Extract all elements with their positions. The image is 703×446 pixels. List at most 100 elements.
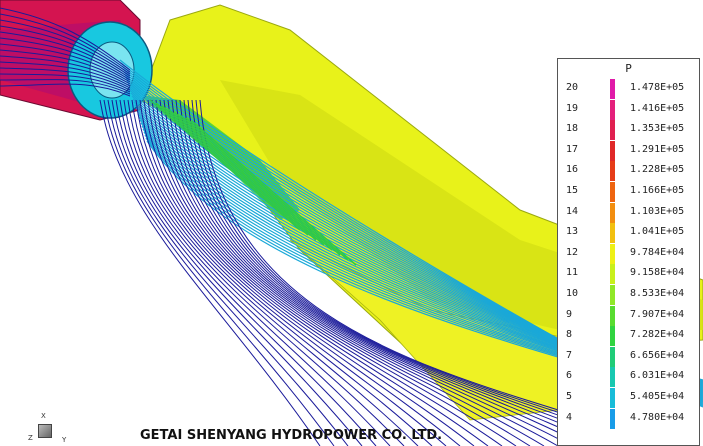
legend-row: 4 4.780E+04 <box>558 408 699 429</box>
streamline <box>0 19 131 75</box>
legend-value: 1.291E+05 <box>630 143 685 155</box>
legend-value: 7.907E+04 <box>630 308 685 320</box>
streamline <box>131 99 433 446</box>
streamlines <box>0 7 703 446</box>
axis-x-label: X <box>41 412 46 420</box>
streamline <box>0 43 131 83</box>
legend-swatch <box>610 120 615 141</box>
legend-swatch <box>610 140 615 161</box>
streamline <box>127 83 703 389</box>
pressure-legend: P 20 1.478E+05 19 1.416E+05 18 1.353E+05 17 1.2… <box>557 58 700 446</box>
legend-swatch <box>610 285 615 305</box>
streamline <box>0 25 131 77</box>
streamline <box>149 99 301 231</box>
legend-value: 6.656E+04 <box>630 349 685 361</box>
streamline <box>175 99 587 446</box>
streamline <box>191 120 357 266</box>
streamline <box>147 99 489 446</box>
legend-value: 8.533E+04 <box>630 288 685 299</box>
axis-cube-icon <box>38 424 52 438</box>
streamline <box>111 99 363 446</box>
streamline <box>173 111 333 251</box>
legend-row: 10 8.533E+04 <box>558 285 699 305</box>
streamline <box>132 98 703 394</box>
legend-swatch <box>610 367 615 388</box>
legend-index: 10 <box>566 288 579 299</box>
legend-value: 9.784E+04 <box>630 246 685 258</box>
legend-index: 13 <box>566 226 579 238</box>
streamline <box>0 83 131 97</box>
streamline <box>133 101 703 395</box>
legend-row: 14 1.103E+05 <box>558 202 699 223</box>
legend-value: 1.228E+05 <box>630 164 685 176</box>
legend-index: 15 <box>566 185 579 196</box>
legend-swatch <box>610 161 615 182</box>
legend-value: 6.031E+04 <box>630 370 685 382</box>
legend-swatch <box>610 223 615 244</box>
legend-value: 1.478E+05 <box>630 82 685 93</box>
legend-value: 1.103E+05 <box>630 205 685 217</box>
streamline <box>130 92 703 392</box>
legend-row: 13 1.041E+05 <box>558 223 699 244</box>
streamline <box>167 108 325 246</box>
legend-value: 1.041E+05 <box>630 226 685 238</box>
legend-value: 4.780E+04 <box>630 411 685 423</box>
legend-index: 11 <box>566 267 579 279</box>
streamline <box>171 99 573 446</box>
streamline <box>0 67 131 91</box>
streamline <box>179 114 341 256</box>
axis-triad: X Z Y <box>28 412 68 446</box>
streamline <box>139 99 461 446</box>
streamline <box>123 99 405 446</box>
streamline <box>0 79 131 95</box>
streamline <box>0 73 131 93</box>
legend-index: 8 <box>566 329 573 341</box>
streamline <box>99 99 321 446</box>
legend-value: 1.353E+05 <box>630 123 685 135</box>
legend-index: 20 <box>566 82 579 93</box>
streamline <box>0 61 131 89</box>
streamline <box>0 55 131 87</box>
streamline <box>122 68 703 384</box>
legend-row: 6 6.031E+04 <box>558 367 699 388</box>
legend-index: 4 <box>566 411 573 423</box>
legend-swatch <box>610 202 615 223</box>
streamline <box>183 99 615 446</box>
legend-swatch <box>610 264 615 285</box>
streamline <box>103 99 335 446</box>
streamline <box>129 89 703 391</box>
legend-row: 8 7.282E+04 <box>558 326 699 347</box>
legend-index: 17 <box>566 143 579 155</box>
legend-swatch <box>610 346 615 367</box>
legend-swatch <box>610 79 615 99</box>
streamline <box>137 113 703 399</box>
legend-row: 16 1.228E+05 <box>558 161 699 182</box>
streamline <box>0 49 131 85</box>
streamline <box>155 102 309 236</box>
streamline <box>138 116 703 400</box>
streamline <box>0 7 131 71</box>
axis-y-label: Y <box>62 436 67 444</box>
streamline <box>163 99 545 446</box>
legend-swatch <box>610 182 615 202</box>
legend-value: 1.166E+05 <box>630 185 685 196</box>
streamline <box>151 99 503 446</box>
legend-index: 5 <box>566 391 573 402</box>
streamline <box>179 99 601 446</box>
streamline <box>135 99 447 446</box>
streamline <box>155 99 517 446</box>
legend-swatch <box>610 243 615 264</box>
streamline <box>187 99 629 446</box>
legend-title: P <box>625 62 632 75</box>
legend-swatch <box>610 388 615 408</box>
axis-z-label: Z <box>28 434 33 442</box>
legend-row: 18 1.353E+05 <box>558 120 699 141</box>
legend-index: 12 <box>566 246 579 258</box>
company-name: GETAI SHENYANG HYDROPOWER CO. LTD. <box>140 428 443 443</box>
streamline <box>131 95 703 393</box>
streamline <box>0 37 131 81</box>
legend-index: 16 <box>566 164 579 176</box>
legend-index: 9 <box>566 308 573 320</box>
streamline <box>167 99 559 446</box>
legend-swatch <box>610 99 615 120</box>
